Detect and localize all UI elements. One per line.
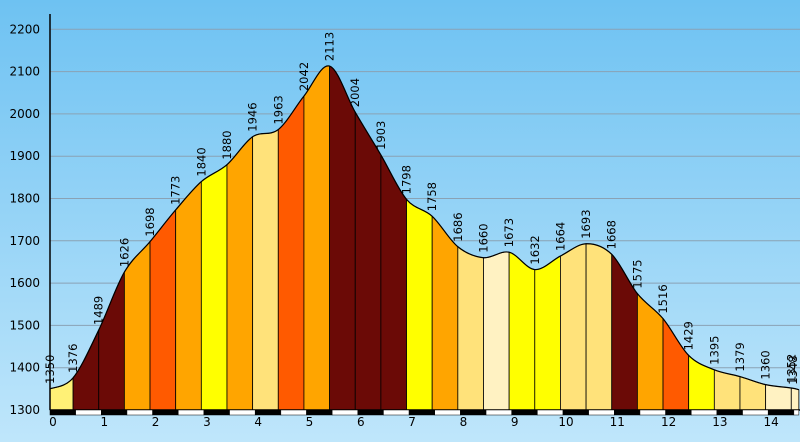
elevation-label: 1360: [759, 350, 773, 379]
elevation-segment: [149, 208, 177, 411]
elevation-segment: [226, 135, 254, 411]
elevation-label: 2004: [348, 78, 362, 107]
km-bar-block: [126, 409, 153, 416]
elevation-label: 1489: [92, 296, 106, 325]
elevation-segment: [354, 110, 382, 411]
y-tick-label: 2200: [9, 22, 40, 36]
x-tick-label: 6: [357, 415, 365, 429]
y-tick-label: 1600: [9, 276, 40, 290]
y-tick-label: 1800: [9, 192, 40, 206]
elevation-segment: [303, 65, 330, 411]
x-tick-label: 7: [408, 415, 416, 429]
elevation-label: 1880: [220, 130, 234, 159]
profile-outline: [49, 65, 799, 391]
km-scale-bar: [49, 409, 800, 416]
x-tick-label: 10: [558, 415, 573, 429]
elevation-label: 1673: [502, 218, 516, 247]
elevation-segment: [508, 251, 536, 411]
km-bar-block: [485, 409, 512, 416]
elevation-segment: [483, 251, 510, 411]
elevation-segment: [329, 65, 356, 411]
y-tick-label: 2000: [9, 107, 40, 121]
elevation-label: 1840: [194, 147, 208, 176]
elevation-label: 1660: [476, 223, 490, 252]
y-axis-tick-labels: 1300 1400 1500 1600 1700 1800 1900 2000 2100 2200: [9, 22, 40, 417]
elevation-label: 1348: [786, 355, 800, 384]
elevation-label: 1516: [656, 284, 670, 313]
x-tick-label: 14: [764, 415, 779, 429]
y-tick-label: 1300: [9, 403, 40, 417]
x-tick-label: 12: [661, 415, 676, 429]
elevation-label: 1698: [143, 207, 157, 236]
elevation-label: 1350: [43, 355, 57, 384]
elevation-label: 2113: [323, 32, 337, 61]
km-bar-block: [434, 409, 461, 416]
elevation-segment: [277, 95, 305, 411]
elevation-segment: [790, 387, 800, 411]
x-tick-label: 3: [203, 415, 211, 429]
x-tick-label: 11: [610, 415, 625, 429]
km-bar-block: [383, 409, 410, 416]
x-axis-tick-labels: 0 1 2 3 4 5 6 7 8 9 10 11 12 13 14: [49, 415, 779, 429]
elevation-label: 2042: [297, 62, 311, 91]
elevation-label: 1626: [117, 238, 131, 267]
elevation-label: 1693: [579, 209, 593, 238]
elevation-segment: [406, 198, 433, 411]
x-tick-label: 13: [712, 415, 727, 429]
y-tick-label: 1400: [9, 361, 40, 375]
y-tick-label: 1900: [9, 149, 40, 163]
km-bar-block: [178, 409, 205, 416]
elevation-label: 1686: [451, 212, 465, 241]
elevation-label: 1903: [374, 121, 388, 150]
x-tick-label: 8: [460, 415, 468, 429]
elevation-segment: [457, 245, 484, 411]
elevation-segment: [175, 180, 202, 411]
x-tick-label: 4: [254, 415, 262, 429]
x-tick-label: 9: [511, 415, 519, 429]
elevation-label: 1376: [66, 344, 80, 373]
elevation-segment: [765, 384, 792, 411]
elevation-label: 1379: [733, 342, 747, 371]
y-tick-label: 2100: [9, 65, 40, 79]
x-tick-label: 1: [100, 415, 108, 429]
elevation-segments: [49, 65, 800, 411]
y-tick-label: 1700: [9, 234, 40, 248]
elevation-label: 1632: [528, 235, 542, 264]
elevation-labels: 1350 1376 1489 1626 1698 1773 1840 1880 1946 1963…: [43, 32, 800, 385]
y-tick-label: 1500: [9, 318, 40, 332]
x-tick-label: 0: [49, 415, 57, 429]
km-bar-block: [793, 409, 800, 416]
elevation-label: 1429: [682, 321, 696, 350]
elevation-label: 1664: [553, 222, 567, 251]
elevation-segment: [252, 128, 279, 411]
elevation-segment: [534, 255, 561, 411]
x-tick-label: 5: [306, 415, 314, 429]
km-bar-block: [280, 409, 307, 416]
x-tick-label: 2: [152, 415, 160, 429]
elevation-segment: [200, 163, 228, 411]
elevation-label: 1963: [271, 95, 285, 124]
elevation-label: 1798: [400, 165, 414, 194]
elevation-label: 1575: [630, 259, 644, 288]
elevation-segment: [431, 215, 459, 411]
km-bar-block: [229, 409, 256, 416]
elevation-label: 1946: [246, 102, 260, 131]
elevation-label: 1395: [707, 336, 721, 365]
elevation-label: 1352: [784, 354, 798, 383]
elevation-label: 1773: [169, 176, 183, 205]
elevation-label: 1668: [605, 220, 619, 249]
elevation-label: 1758: [425, 182, 439, 211]
elevation-segment: [560, 243, 587, 411]
km-bar-block: [331, 409, 359, 416]
elevation-segment: [585, 243, 613, 411]
km-bar-block: [75, 409, 102, 416]
